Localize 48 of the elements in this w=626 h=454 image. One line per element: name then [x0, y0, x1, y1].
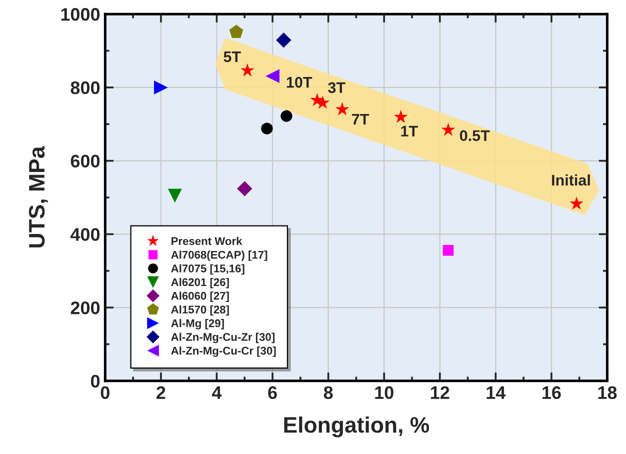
point — [442, 244, 454, 256]
point — [280, 110, 292, 122]
point — [276, 32, 292, 48]
x-tick-label: 16 — [542, 386, 561, 400]
y-tick-label: 0 — [90, 374, 100, 388]
x-tick-label: 2 — [156, 386, 166, 399]
point — [154, 80, 168, 94]
point — [237, 181, 252, 196]
point — [441, 122, 456, 136]
point — [266, 69, 280, 84]
x-tick-label: 18 — [598, 386, 617, 400]
point — [240, 63, 254, 76]
x-tick-label: 0 — [100, 386, 110, 400]
point — [261, 122, 273, 134]
legend-label: Al-Zn-Mg-Cu-Cr [30] — [171, 346, 276, 357]
y-axis-title: UTS, MPa — [28, 146, 48, 248]
annotation: 1T — [401, 126, 418, 136]
point — [168, 188, 182, 203]
x-tick-label: 12 — [430, 386, 450, 399]
legend-label: Al-Zn-Mg-Cu-Zr [30] — [171, 332, 274, 344]
annotation: 7T — [352, 114, 370, 125]
y-tick-label: 1000 — [61, 8, 100, 21]
x-tick-label: 6 — [268, 386, 277, 400]
point — [229, 24, 244, 38]
x-tick-label: 14 — [486, 386, 506, 399]
legend-label: Al-Mg [29] — [171, 319, 224, 330]
legend-label: Al7068(ECAP) [17] — [171, 250, 268, 261]
x-tick-label: 8 — [324, 386, 333, 400]
legend-label: Present Work — [172, 236, 242, 246]
annotation: 0.5T — [460, 130, 490, 142]
annotation: 10T — [286, 76, 312, 88]
annotation: 5T — [224, 52, 241, 62]
y-tick-label: 400 — [70, 228, 100, 241]
legend-label: Al6201 [26] — [171, 278, 229, 288]
point — [570, 196, 584, 210]
annotation: Initial — [552, 174, 590, 186]
x-tick-label: 4 — [212, 386, 222, 399]
x-tick-label: 10 — [375, 386, 394, 400]
legend-label: Al6060 [27] — [171, 292, 229, 302]
point — [394, 110, 408, 124]
y-tick-label: 600 — [70, 154, 100, 168]
x-axis-title: Elongation, % — [284, 416, 430, 438]
legend-label: Al1570 [28] — [171, 305, 229, 316]
y-tick-label: 800 — [70, 81, 100, 94]
annotation: 3T — [328, 82, 346, 94]
y-tick-label: 200 — [70, 301, 100, 314]
point — [335, 102, 350, 116]
legend-label: Al7075 [15,16] — [171, 264, 244, 275]
